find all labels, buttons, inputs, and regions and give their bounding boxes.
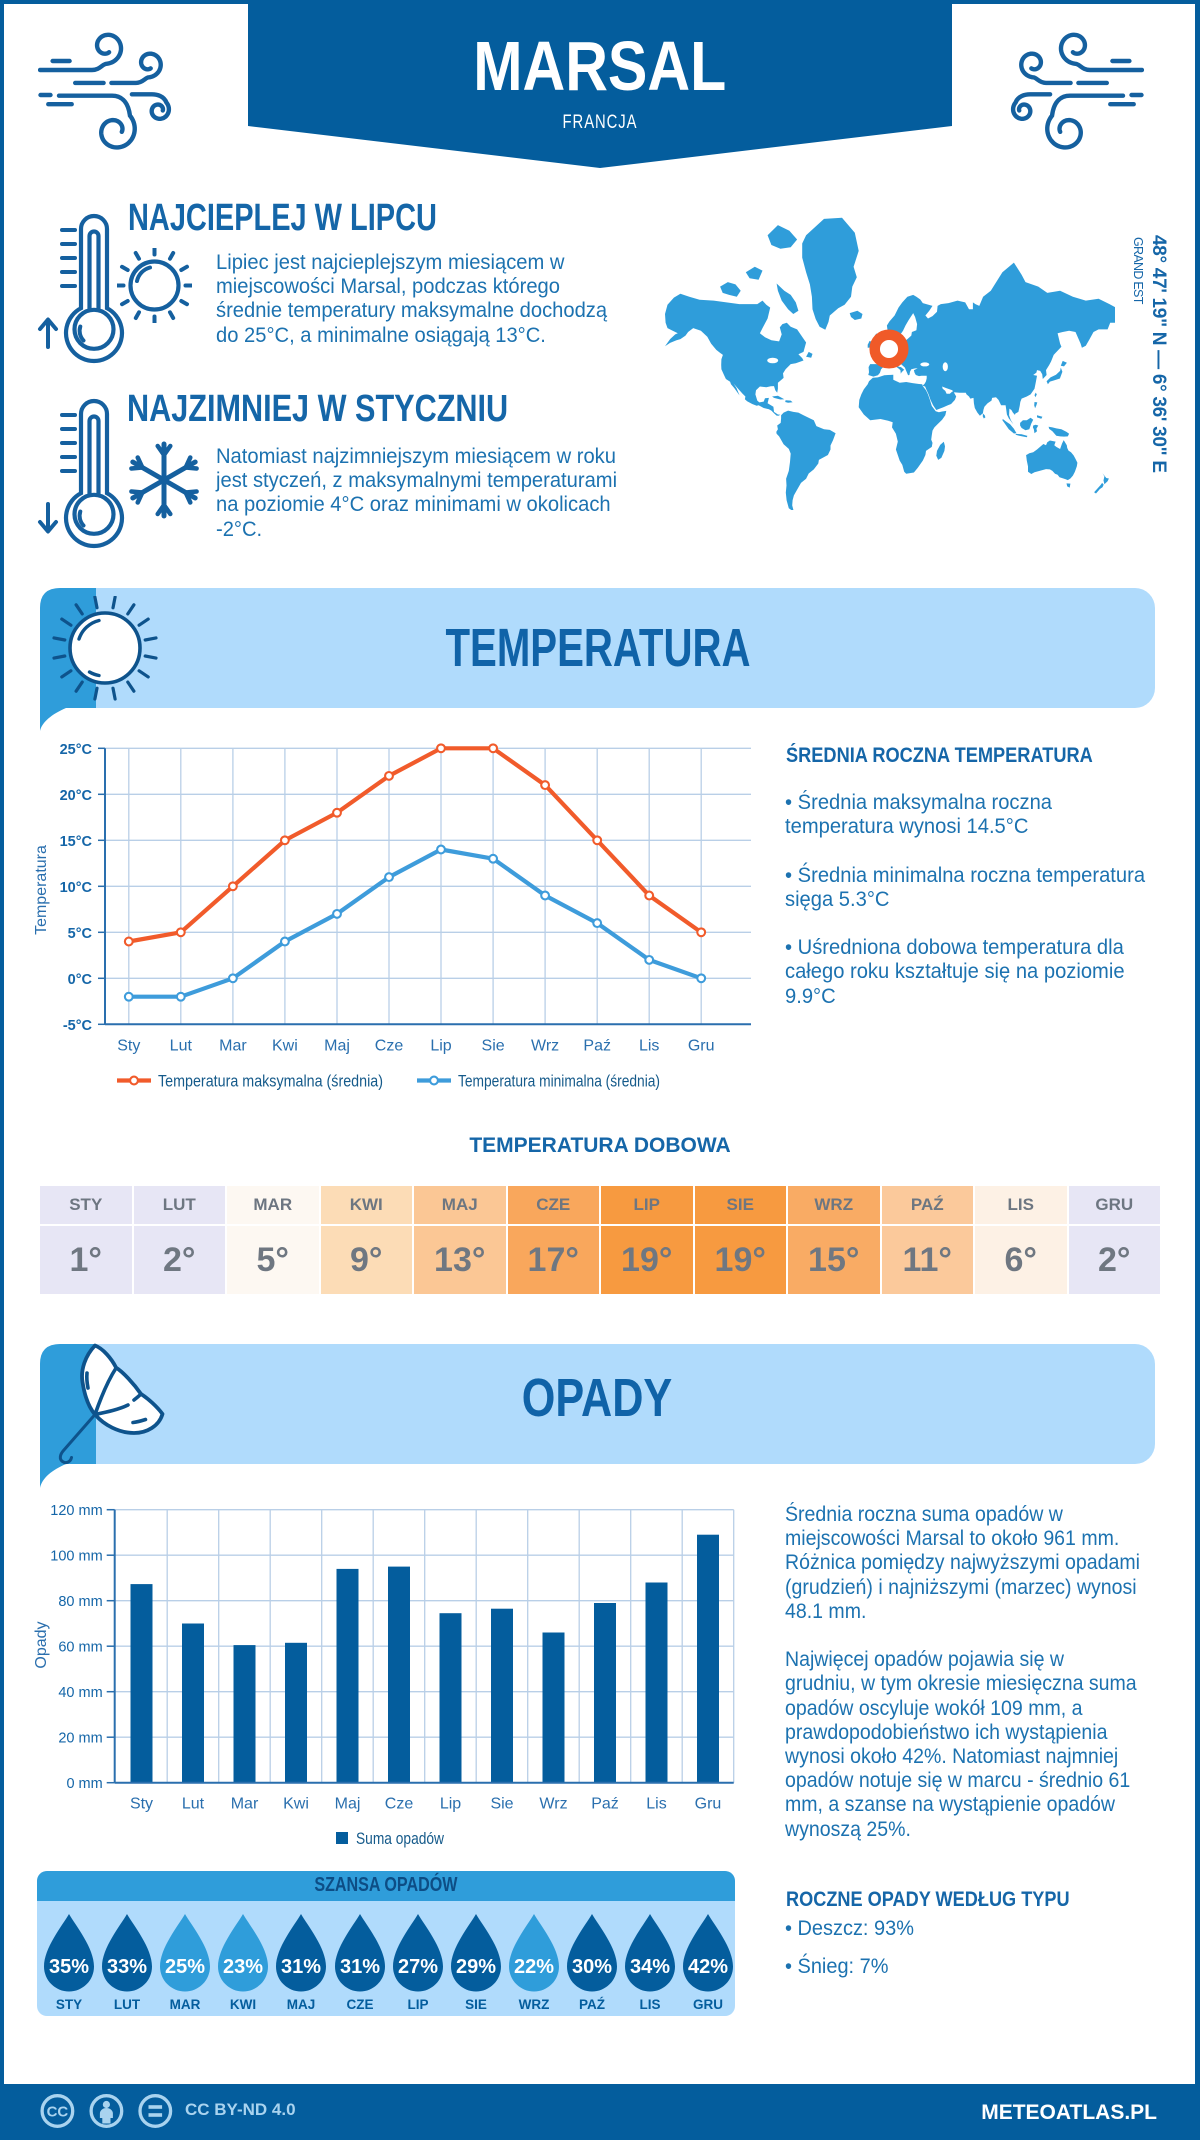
svg-text:Sty: Sty bbox=[117, 1037, 140, 1054]
svg-text:Gru: Gru bbox=[688, 1037, 715, 1054]
svg-text:CC: CC bbox=[47, 2104, 69, 2121]
svg-text:20°C: 20°C bbox=[60, 788, 93, 804]
svg-text:5°C: 5°C bbox=[68, 926, 93, 942]
svg-text:34%: 34% bbox=[630, 1956, 670, 1978]
svg-text:80 mm: 80 mm bbox=[58, 1594, 102, 1610]
svg-text:Cze: Cze bbox=[375, 1037, 404, 1054]
svg-text:MAR: MAR bbox=[170, 1997, 201, 2012]
svg-text:40 mm: 40 mm bbox=[58, 1685, 102, 1701]
svg-text:27%: 27% bbox=[398, 1956, 438, 1978]
svg-text:25°C: 25°C bbox=[60, 742, 93, 758]
svg-text:Temperatura minimalna (średnia: Temperatura minimalna (średnia) bbox=[458, 1072, 660, 1091]
svg-text:30%: 30% bbox=[572, 1956, 612, 1978]
svg-text:Lip: Lip bbox=[430, 1037, 451, 1054]
svg-text:35%: 35% bbox=[49, 1956, 89, 1978]
svg-text:Maj: Maj bbox=[324, 1037, 350, 1054]
svg-text:Lut: Lut bbox=[170, 1037, 193, 1054]
svg-text:Paź: Paź bbox=[583, 1037, 611, 1054]
svg-text:100 mm: 100 mm bbox=[50, 1549, 102, 1565]
svg-text:-5°C: -5°C bbox=[63, 1018, 93, 1034]
svg-text:Opady: Opady bbox=[33, 1621, 50, 1668]
svg-text:Temperatura maksymalna (średni: Temperatura maksymalna (średnia) bbox=[158, 1072, 383, 1091]
svg-text:0 mm: 0 mm bbox=[66, 1776, 102, 1792]
svg-text:CZE: CZE bbox=[346, 1997, 373, 2012]
svg-text:Sie: Sie bbox=[490, 1796, 513, 1813]
svg-text:STY: STY bbox=[56, 1997, 82, 2012]
svg-text:Suma opadów: Suma opadów bbox=[356, 1829, 445, 1848]
svg-text:Lip: Lip bbox=[440, 1796, 461, 1813]
svg-text:42%: 42% bbox=[688, 1956, 728, 1978]
svg-text:PAŹ: PAŹ bbox=[579, 1997, 605, 2012]
svg-text:33%: 33% bbox=[107, 1956, 147, 1978]
svg-text:Lut: Lut bbox=[182, 1796, 205, 1813]
svg-text:Maj: Maj bbox=[335, 1796, 361, 1813]
svg-text:Mar: Mar bbox=[231, 1796, 259, 1813]
svg-text:Lis: Lis bbox=[639, 1037, 659, 1054]
svg-text:GRU: GRU bbox=[693, 1997, 723, 2012]
svg-text:23%: 23% bbox=[223, 1956, 263, 1978]
svg-text:MAJ: MAJ bbox=[287, 1997, 316, 2012]
svg-text:25%: 25% bbox=[165, 1956, 205, 1978]
svg-text:WRZ: WRZ bbox=[518, 1997, 549, 2012]
svg-text:Paź: Paź bbox=[591, 1796, 619, 1813]
svg-text:29%: 29% bbox=[456, 1956, 496, 1978]
svg-text:Cze: Cze bbox=[385, 1796, 414, 1813]
svg-text:Temperatura: Temperatura bbox=[33, 845, 50, 935]
svg-text:20 mm: 20 mm bbox=[58, 1731, 102, 1747]
svg-text:Wrz: Wrz bbox=[531, 1037, 559, 1054]
svg-text:KWI: KWI bbox=[230, 1997, 256, 2012]
svg-text:Kwi: Kwi bbox=[283, 1796, 309, 1813]
svg-text:31%: 31% bbox=[339, 1956, 379, 1978]
svg-text:LIS: LIS bbox=[639, 1997, 660, 2012]
svg-text:60 mm: 60 mm bbox=[58, 1640, 102, 1656]
svg-text:31%: 31% bbox=[281, 1956, 321, 1978]
svg-text:Lis: Lis bbox=[646, 1796, 666, 1813]
svg-text:22%: 22% bbox=[514, 1956, 554, 1978]
svg-text:Wrz: Wrz bbox=[539, 1796, 567, 1813]
svg-text:Kwi: Kwi bbox=[272, 1037, 298, 1054]
svg-text:SIE: SIE bbox=[465, 1997, 487, 2012]
svg-text:LIP: LIP bbox=[407, 1997, 428, 2012]
svg-text:Sie: Sie bbox=[482, 1037, 505, 1054]
svg-text:10°C: 10°C bbox=[60, 880, 93, 896]
svg-text:LUT: LUT bbox=[114, 1997, 141, 2012]
svg-text:0°C: 0°C bbox=[68, 972, 93, 988]
svg-text:120 mm: 120 mm bbox=[50, 1503, 102, 1519]
svg-text:Mar: Mar bbox=[219, 1037, 247, 1054]
svg-text:Sty: Sty bbox=[130, 1796, 153, 1813]
svg-text:15°C: 15°C bbox=[60, 834, 93, 850]
svg-text:Gru: Gru bbox=[695, 1796, 722, 1813]
